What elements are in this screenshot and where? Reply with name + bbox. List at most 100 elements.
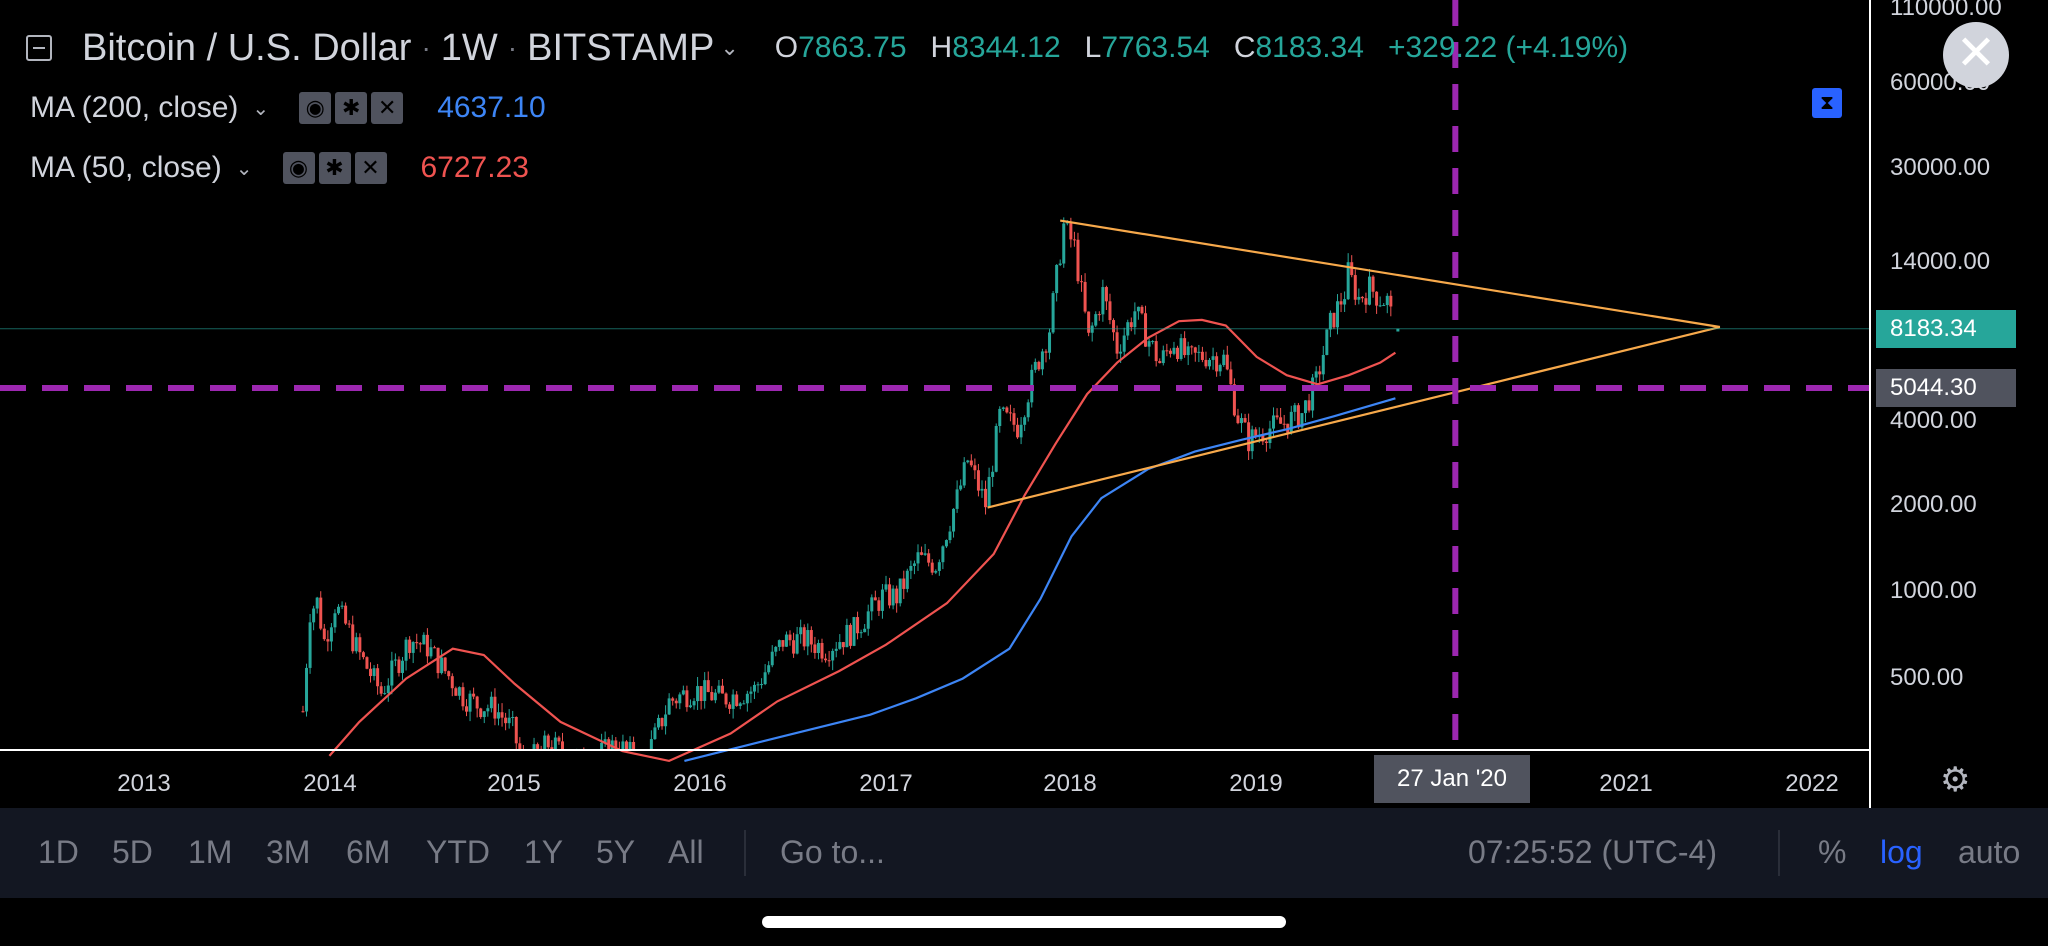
candle-body: [472, 693, 476, 697]
candle-body: [1325, 329, 1329, 355]
indicator-ma200[interactable]: MA (200, close) ⌄ ◉ ✱ ✕ 4637.10: [30, 78, 1628, 138]
candle-body: [710, 692, 714, 701]
range-5d[interactable]: 5D: [112, 834, 153, 870]
candle-body: [724, 693, 728, 705]
range-ytd[interactable]: YTD: [426, 834, 490, 870]
y-tick-label: 60000.00: [1890, 69, 1991, 96]
chevron-down-icon[interactable]: ⌄: [235, 157, 253, 180]
candle-body: [1165, 350, 1169, 352]
candle-body: [546, 735, 550, 748]
candle-body: [500, 712, 504, 718]
candle-body: [479, 708, 483, 718]
close-icon[interactable]: ✕: [371, 92, 404, 124]
candle-body: [404, 639, 408, 661]
candle-body: [1016, 424, 1020, 438]
chevron-down-icon[interactable]: ⌄: [720, 35, 739, 60]
ohlc-close: C8183.34: [1233, 31, 1364, 64]
candle-body: [688, 705, 692, 708]
clock-readout[interactable]: 07:25:52 (UTC-4): [1468, 834, 1717, 870]
candle-body: [560, 741, 564, 750]
x-tick-label: 2016: [673, 770, 727, 797]
candle-body: [1389, 295, 1393, 307]
candle-body: [720, 685, 724, 694]
candle-body: [660, 717, 664, 727]
candle-body: [1343, 299, 1347, 305]
candle-body: [1094, 314, 1098, 326]
range-5y[interactable]: 5Y: [596, 834, 636, 870]
candle-body: [1044, 351, 1048, 353]
candle-body: [1168, 350, 1172, 354]
candle-body: [1357, 296, 1361, 300]
candle-body: [863, 628, 867, 633]
eye-icon[interactable]: ◉: [299, 92, 332, 124]
candle-body: [728, 704, 732, 709]
eye-icon[interactable]: ◉: [282, 152, 315, 184]
indicator-ma50[interactable]: MA (50, close) ⌄ ◉ ✱ ✕ 6727.23: [30, 138, 1628, 198]
candle-body: [1215, 356, 1219, 372]
candle-body: [909, 565, 913, 571]
crosshair-date-tag: 27 Jan '20: [1374, 755, 1530, 803]
candle-body: [372, 668, 376, 677]
candle-body: [1264, 441, 1268, 444]
goto-date-button[interactable]: Go to...: [780, 834, 885, 870]
candle-body: [905, 570, 909, 589]
candle-body: [1001, 407, 1005, 409]
chevron-down-icon[interactable]: ⌄: [252, 97, 270, 120]
candle-body: [998, 408, 1002, 427]
candle-body: [365, 657, 369, 669]
symbol-name[interactable]: Bitcoin / U.S. Dollar: [82, 26, 412, 69]
range-all[interactable]: All: [668, 834, 704, 870]
ohlc-open: O7863.75: [774, 31, 907, 64]
candle-body: [422, 634, 426, 645]
crosshair-price-tag: 5044.30: [1876, 369, 2016, 407]
candle-body: [557, 737, 561, 742]
candle-body: [891, 588, 895, 606]
indicator-label[interactable]: MA (50, close): [30, 151, 222, 184]
candle-body: [1293, 405, 1297, 412]
candle-body: [1176, 347, 1180, 359]
candle-body: [1218, 365, 1222, 372]
x-tick-label: 2021: [1599, 770, 1653, 797]
auto-scale-toggle[interactable]: auto: [1958, 834, 2021, 870]
log-scale-toggle[interactable]: log: [1880, 834, 1923, 870]
range-6m[interactable]: 6M: [346, 834, 391, 870]
candle-body: [1289, 411, 1293, 433]
close-chart-button[interactable]: ✕: [1943, 22, 2009, 88]
indicator-label[interactable]: MA (200, close): [30, 91, 239, 124]
range-1d[interactable]: 1D: [38, 834, 79, 870]
percent-scale-toggle[interactable]: %: [1818, 834, 1847, 870]
exchange-label[interactable]: BITSTAMP: [527, 26, 715, 69]
candle-body: [895, 588, 899, 604]
gear-icon[interactable]: ✱: [335, 92, 368, 124]
candle-body: [1193, 347, 1197, 353]
chart-settings-icon[interactable]: ⚙: [1940, 761, 1971, 799]
candle-body: [386, 685, 390, 694]
chart-legend: Bitcoin / U.S. Dollar · 1W · BITSTAMP ⌄ …: [26, 18, 1628, 198]
candle-body: [514, 716, 518, 744]
candle-body: [433, 647, 437, 649]
separator-dot: ·: [507, 32, 518, 63]
ohlc-high: H8344.12: [930, 31, 1061, 64]
candle-body: [706, 680, 710, 693]
home-indicator[interactable]: [762, 916, 1286, 928]
interval-label[interactable]: 1W: [440, 26, 498, 69]
candle-body: [486, 708, 490, 712]
candle-body: [632, 741, 636, 750]
collapse-legend-icon[interactable]: [26, 35, 52, 61]
range-3m[interactable]: 3M: [266, 834, 311, 870]
x-tick-label: 2019: [1229, 770, 1283, 797]
candle-body: [1136, 306, 1140, 312]
candle-body: [1033, 361, 1037, 370]
price-chart[interactable]: [0, 0, 2048, 808]
range-1m[interactable]: 1M: [188, 834, 233, 870]
gear-icon[interactable]: ✱: [318, 152, 351, 184]
candle-body: [802, 627, 806, 647]
range-1y[interactable]: 1Y: [524, 834, 564, 870]
candle-body: [1140, 306, 1144, 314]
candle-body: [333, 613, 337, 628]
close-icon[interactable]: ✕: [354, 152, 387, 184]
candle-body: [1062, 223, 1066, 264]
hourglass-icon[interactable]: ⧗: [1812, 88, 1842, 118]
candle-body: [1282, 423, 1286, 425]
candle-body: [873, 597, 877, 601]
